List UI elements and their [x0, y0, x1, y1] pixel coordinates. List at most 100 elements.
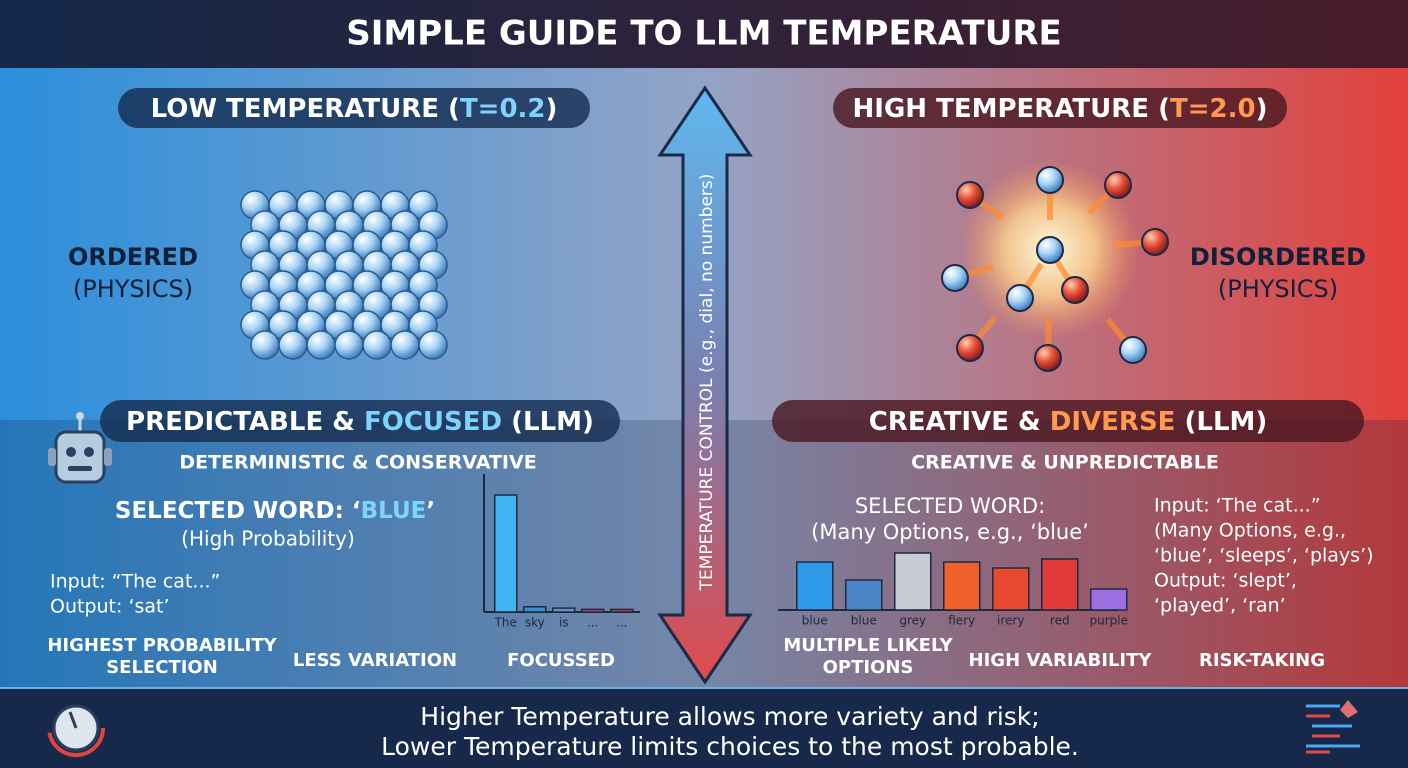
selected-word: SELECTED WORD: ‘BLUE’ [115, 498, 435, 524]
particle [1006, 284, 1034, 312]
pill [100, 400, 620, 442]
pill [772, 400, 1364, 442]
bar-label: The [494, 616, 517, 630]
bar-label: blue [851, 614, 877, 628]
particle [1061, 276, 1089, 304]
particle [1141, 228, 1169, 256]
bar-label: ... [587, 616, 598, 630]
particle [1036, 236, 1064, 264]
bar-label: grey [899, 614, 926, 628]
lattice-sphere [418, 330, 448, 360]
lattice-sphere [362, 330, 392, 360]
footer-text: Higher Temperature allows more variety a… [420, 702, 1039, 731]
lattice-sphere [250, 330, 280, 360]
bar-label: red [1050, 614, 1070, 628]
trait: RISK-TAKING [1199, 650, 1325, 671]
bar [796, 561, 834, 611]
heading-part: T=2.0 [1170, 94, 1256, 124]
lattice-sphere [334, 330, 364, 360]
bar-label: irery [997, 614, 1024, 628]
bar-label: purple [1090, 614, 1129, 628]
bar [610, 608, 634, 613]
selected-word-part: SELECTED WORD: ‘ [115, 498, 361, 524]
bar [552, 607, 576, 613]
footer-band [0, 688, 1408, 768]
heading: LOW TEMPERATURE (T=0.2) [151, 94, 558, 124]
bar [894, 552, 932, 611]
heading-part: HIGH TEMPERATURE ( [853, 94, 1170, 124]
example: ‘played’, ‘ran’ [1154, 595, 1286, 617]
selected-word-part: BLUE [361, 498, 427, 524]
llm-heading-part: FOCUSED [364, 407, 502, 437]
llm-heading-part: (LLM) [502, 407, 594, 437]
subheading: DETERMINISTIC & CONSERVATIVE [179, 452, 536, 474]
heading-part: LOW TEMPERATURE ( [151, 94, 460, 124]
arrow-label: TEMPERATURE CONTROL (e.g., dial, no numb… [697, 174, 717, 592]
selected-word: SELECTED WORD: [855, 494, 1045, 518]
particle [956, 181, 984, 209]
llm-heading-part: DIVERSE [1050, 407, 1176, 437]
physics-label: DISORDERED [1190, 243, 1366, 271]
particle [1104, 171, 1132, 199]
bar-label: sky [525, 616, 545, 630]
bar-label: blue [802, 614, 828, 628]
particle [941, 264, 969, 292]
trait: SELECTION [106, 657, 218, 678]
trait: OPTIONS [823, 657, 914, 678]
trait: MULTIPLE LIKELY [783, 635, 953, 656]
trait: LESS VARIATION [293, 650, 457, 671]
physics-label: ORDERED [68, 243, 198, 271]
lattice-sphere [306, 330, 336, 360]
footer-text: Lower Temperature limits choices to the … [381, 732, 1079, 761]
trait: HIGH VARIABILITY [969, 650, 1153, 671]
heading-part: ) [1256, 94, 1268, 124]
bar [1090, 588, 1128, 611]
selected-word-part: ’ [426, 498, 435, 524]
lattice-sphere [390, 330, 420, 360]
bar-label: ... [616, 616, 627, 630]
example: ‘blue’, ‘sleeps’, ‘plays’) [1154, 545, 1374, 567]
selected-word: (Many Options, e.g., ‘blue’ [811, 520, 1089, 544]
example: Input: “The cat...” [50, 571, 220, 593]
subheading: CREATIVE & UNPREDICTABLE [911, 452, 1219, 474]
particle [1034, 344, 1062, 372]
temperature-arrow [657, 85, 753, 685]
bar-label: fiery [948, 614, 975, 628]
heading: HIGH TEMPERATURE (T=2.0) [853, 94, 1268, 124]
bar [992, 567, 1030, 611]
bar [1041, 558, 1079, 611]
bar [523, 606, 547, 613]
bar-label: is [559, 616, 569, 630]
bar [581, 608, 605, 613]
llm-heading-part: PREDICTABLE & [126, 407, 364, 437]
bar [845, 579, 883, 611]
code-icon [1306, 700, 1360, 754]
robot-icon [48, 412, 112, 484]
dial-icon [47, 699, 105, 757]
art [240, 160, 1169, 372]
bar [943, 561, 981, 611]
particle [1119, 336, 1147, 364]
llm-heading: CREATIVE & DIVERSE (LLM) [869, 407, 1268, 437]
selected-note: (High Probability) [181, 527, 355, 551]
heading-part: ) [546, 94, 558, 124]
llm-heading: PREDICTABLE & FOCUSED (LLM) [126, 407, 594, 437]
heading-part: T=0.2 [460, 94, 546, 124]
llm-heading-part: (LLM) [1175, 407, 1267, 437]
particle [1036, 166, 1064, 194]
trait: HIGHEST PROBABILITY [47, 635, 277, 656]
bar [494, 494, 518, 613]
particle [956, 334, 984, 362]
example: Output: ‘sat’ [50, 596, 170, 618]
pill [833, 88, 1287, 128]
title: SIMPLE GUIDE TO LLM TEMPERATURE [346, 14, 1061, 54]
lattice-sphere [278, 330, 308, 360]
example: Output: ‘slept’, [1154, 570, 1297, 592]
llm-heading-part: CREATIVE & [869, 407, 1050, 437]
header-band [0, 0, 1408, 68]
physics-label: (PHYSICS) [73, 275, 193, 303]
example: Input: ‘The cat...” [1154, 495, 1321, 517]
pill [118, 88, 590, 128]
physics-label: (PHYSICS) [1218, 275, 1338, 303]
